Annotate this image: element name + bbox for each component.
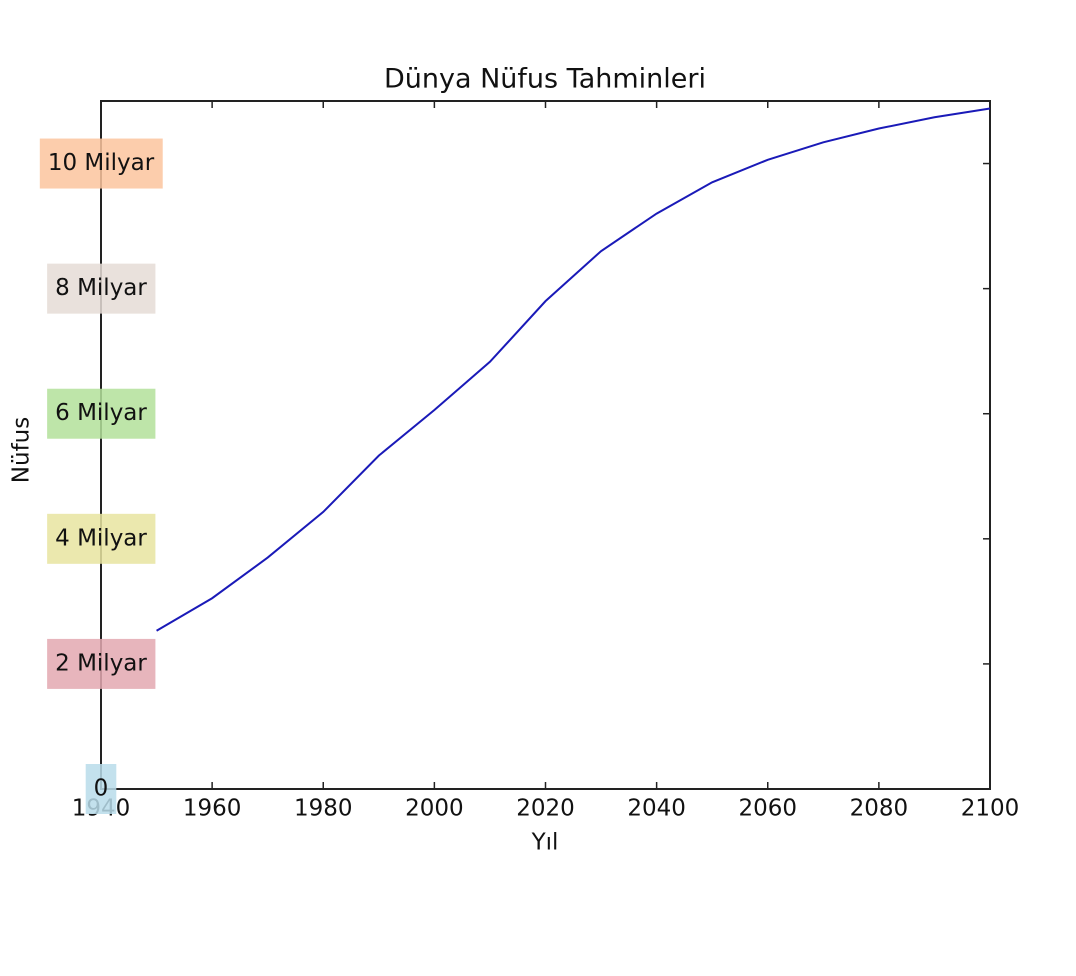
y-tick-label-box: [47, 638, 156, 689]
plot-frame: [100, 100, 991, 790]
y-tick-label: 0: [94, 776, 109, 802]
y-tick-label: 10 Milyar: [48, 150, 155, 176]
chart-title: Dünya Nüfus Tahminleri: [384, 64, 706, 95]
y-tick-label-box: [47, 388, 156, 439]
y-axis-label: Nüfus: [9, 417, 35, 483]
x-axis-label: Yıl: [531, 830, 559, 856]
y-tick-label-box: [47, 513, 156, 564]
x-tick-label: 2020: [516, 796, 575, 822]
x-tick-label: 2060: [738, 796, 797, 822]
line: [156, 107, 991, 632]
y-tick-label-box: [85, 764, 117, 814]
y-tick-label-box: [47, 263, 156, 314]
x-tick-label: 1980: [294, 796, 353, 822]
x-tick-label: 2100: [961, 796, 1020, 822]
x-tick-label: 2040: [627, 796, 686, 822]
y-tick-label: 8 Milyar: [55, 275, 147, 301]
x-tick-label: 1960: [183, 796, 242, 822]
y-tick-label: 6 Milyar: [55, 400, 147, 426]
y-tick-label: 2 Milyar: [55, 650, 147, 676]
y-tick-label: 4 Milyar: [55, 525, 147, 551]
x-tick-label: 2000: [405, 796, 464, 822]
y-tick-label-box: [39, 138, 163, 189]
x-tick-label: 2080: [850, 796, 909, 822]
